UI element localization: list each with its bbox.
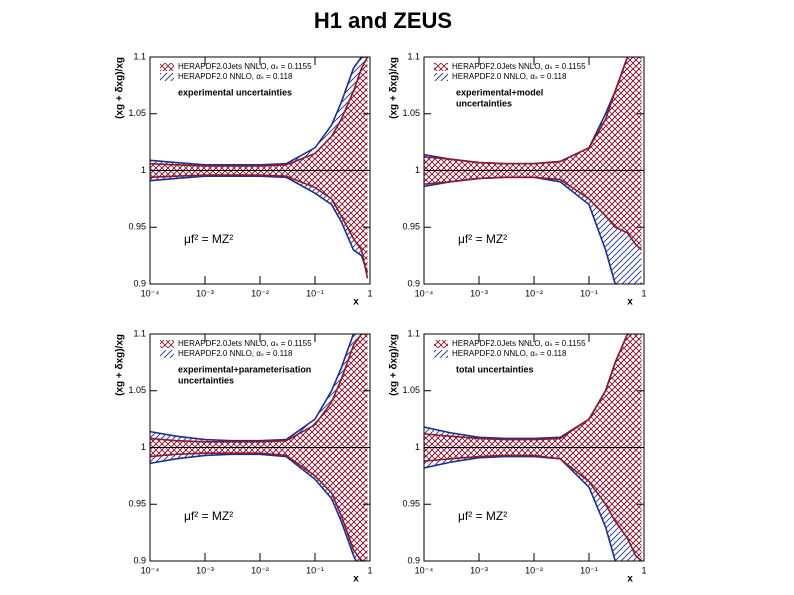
x-tick-label: 10⁻³ (470, 288, 488, 298)
x-tick-label: 10⁻³ (470, 565, 488, 575)
x-tick-label: 10⁻² (251, 288, 269, 298)
legend-label: HERAPDF2.0Jets NNLO, αₛ = 0.1155 (178, 339, 312, 348)
y-tick-label: 1.05 (128, 385, 146, 395)
band-upper-edge (150, 334, 355, 442)
y-tick-label: 1 (415, 165, 420, 175)
plot-area (424, 334, 644, 561)
band-upper-edge (150, 334, 368, 443)
scale-label: μf² = MZ² (458, 509, 507, 523)
y-tick-label: 1 (141, 442, 146, 452)
y-tick-label: 1.1 (133, 51, 146, 61)
y-axis-label: (xg + δxg)/xg (115, 334, 126, 396)
x-tick-label: 10⁻⁴ (415, 565, 434, 575)
y-tick-label: 1.1 (407, 328, 420, 338)
band-lower-edge (150, 453, 358, 561)
uncertainty-band (150, 57, 368, 279)
x-tick-label: 10⁻¹ (580, 288, 598, 298)
x-tick-label: 10⁻² (525, 565, 543, 575)
x-tick-label: 1 (367, 288, 372, 298)
plot-area (150, 57, 370, 279)
x-axis-label: x (627, 574, 633, 585)
x-tick-label: 10⁻¹ (580, 565, 598, 575)
annotation: total uncertainties (456, 364, 534, 374)
annotation: uncertainties (456, 98, 512, 108)
y-tick-label: 0.95 (128, 222, 146, 232)
x-tick-label: 10⁻⁴ (141, 288, 160, 298)
band-lower-edge (424, 176, 643, 251)
y-tick-label: 1 (141, 165, 146, 175)
legend-label: HERAPDF2.0 NNLO, αₛ = 0.118 (452, 72, 567, 81)
y-tick-label: 0.95 (402, 499, 420, 509)
legend-swatch (160, 350, 174, 358)
annotation: uncertainties (178, 375, 234, 385)
y-axis-label: (xg + δxg)/xg (115, 57, 126, 119)
scale-label: μf² = MZ² (184, 509, 233, 523)
y-tick-label: 0.9 (133, 278, 146, 288)
x-tick-label: 1 (641, 288, 646, 298)
y-tick-label: 0.9 (133, 555, 146, 565)
x-tick-label: 10⁻² (525, 288, 543, 298)
y-tick-label: 1.05 (128, 108, 146, 118)
x-tick-label: 10⁻⁴ (415, 288, 434, 298)
y-tick-label: 1.05 (402, 108, 420, 118)
y-axis-label: (xg + δxg)/xg (389, 334, 400, 396)
x-tick-label: 10⁻³ (196, 565, 214, 575)
y-tick-label: 1.05 (402, 385, 420, 395)
y-tick-label: 1 (415, 442, 420, 452)
x-tick-label: 10⁻⁴ (141, 565, 160, 575)
annotation: experimental+model (456, 87, 543, 97)
y-tick-label: 0.95 (402, 222, 420, 232)
legend-label: HERAPDF2.0 NNLO, αₛ = 0.118 (452, 349, 567, 358)
x-tick-label: 1 (367, 565, 372, 575)
band-upper-edge (150, 57, 368, 166)
x-tick-label: 10⁻² (251, 565, 269, 575)
legend-swatch (160, 63, 174, 71)
y-tick-label: 0.9 (407, 555, 420, 565)
legend-label: HERAPDF2.0Jets NNLO, αₛ = 0.1155 (452, 339, 586, 348)
band-lower-edge (150, 174, 369, 279)
x-axis-label: x (353, 574, 359, 585)
legend-label: HERAPDF2.0 NNLO, αₛ = 0.118 (178, 349, 293, 358)
scale-label: μf² = MZ² (458, 232, 507, 246)
legend-label: HERAPDF2.0 NNLO, αₛ = 0.118 (178, 72, 293, 81)
plot-area (150, 334, 370, 561)
band-upper-edge (424, 334, 629, 441)
legend-swatch (434, 350, 448, 358)
annotation: experimental+parameterisation (178, 364, 311, 374)
x-axis-label: x (627, 297, 633, 308)
x-tick-label: 10⁻¹ (306, 288, 324, 298)
x-tick-label: 1 (641, 565, 646, 575)
y-axis-label: (xg + δxg)/xg (389, 57, 400, 119)
figure-title: H1 and ZEUS (314, 8, 452, 33)
uncertainty-band (424, 57, 642, 250)
y-tick-label: 1.1 (133, 328, 146, 338)
y-tick-label: 1.1 (407, 51, 420, 61)
band-lower-edge (424, 455, 617, 561)
band-lower-edge (150, 175, 369, 273)
band-lower-edge (150, 452, 368, 561)
x-axis-label: x (353, 297, 359, 308)
x-tick-label: 10⁻³ (196, 288, 214, 298)
legend-swatch (160, 340, 174, 348)
legend-swatch (160, 73, 174, 81)
legend-swatch (434, 340, 448, 348)
legend-swatch (434, 63, 448, 71)
band-upper-edge (424, 57, 629, 165)
scale-label: μf² = MZ² (184, 232, 233, 246)
legend-label: HERAPDF2.0Jets NNLO, αₛ = 0.1155 (178, 62, 312, 71)
x-tick-label: 10⁻¹ (306, 565, 324, 575)
y-tick-label: 0.9 (407, 278, 420, 288)
band-upper-edge (150, 57, 369, 167)
legend-label: HERAPDF2.0Jets NNLO, αₛ = 0.1155 (452, 62, 586, 71)
legend-swatch (434, 73, 448, 81)
band-lower-edge (424, 454, 643, 561)
plot-area (424, 57, 644, 284)
annotation: experimental uncertainties (178, 87, 292, 97)
y-tick-label: 0.95 (128, 499, 146, 509)
